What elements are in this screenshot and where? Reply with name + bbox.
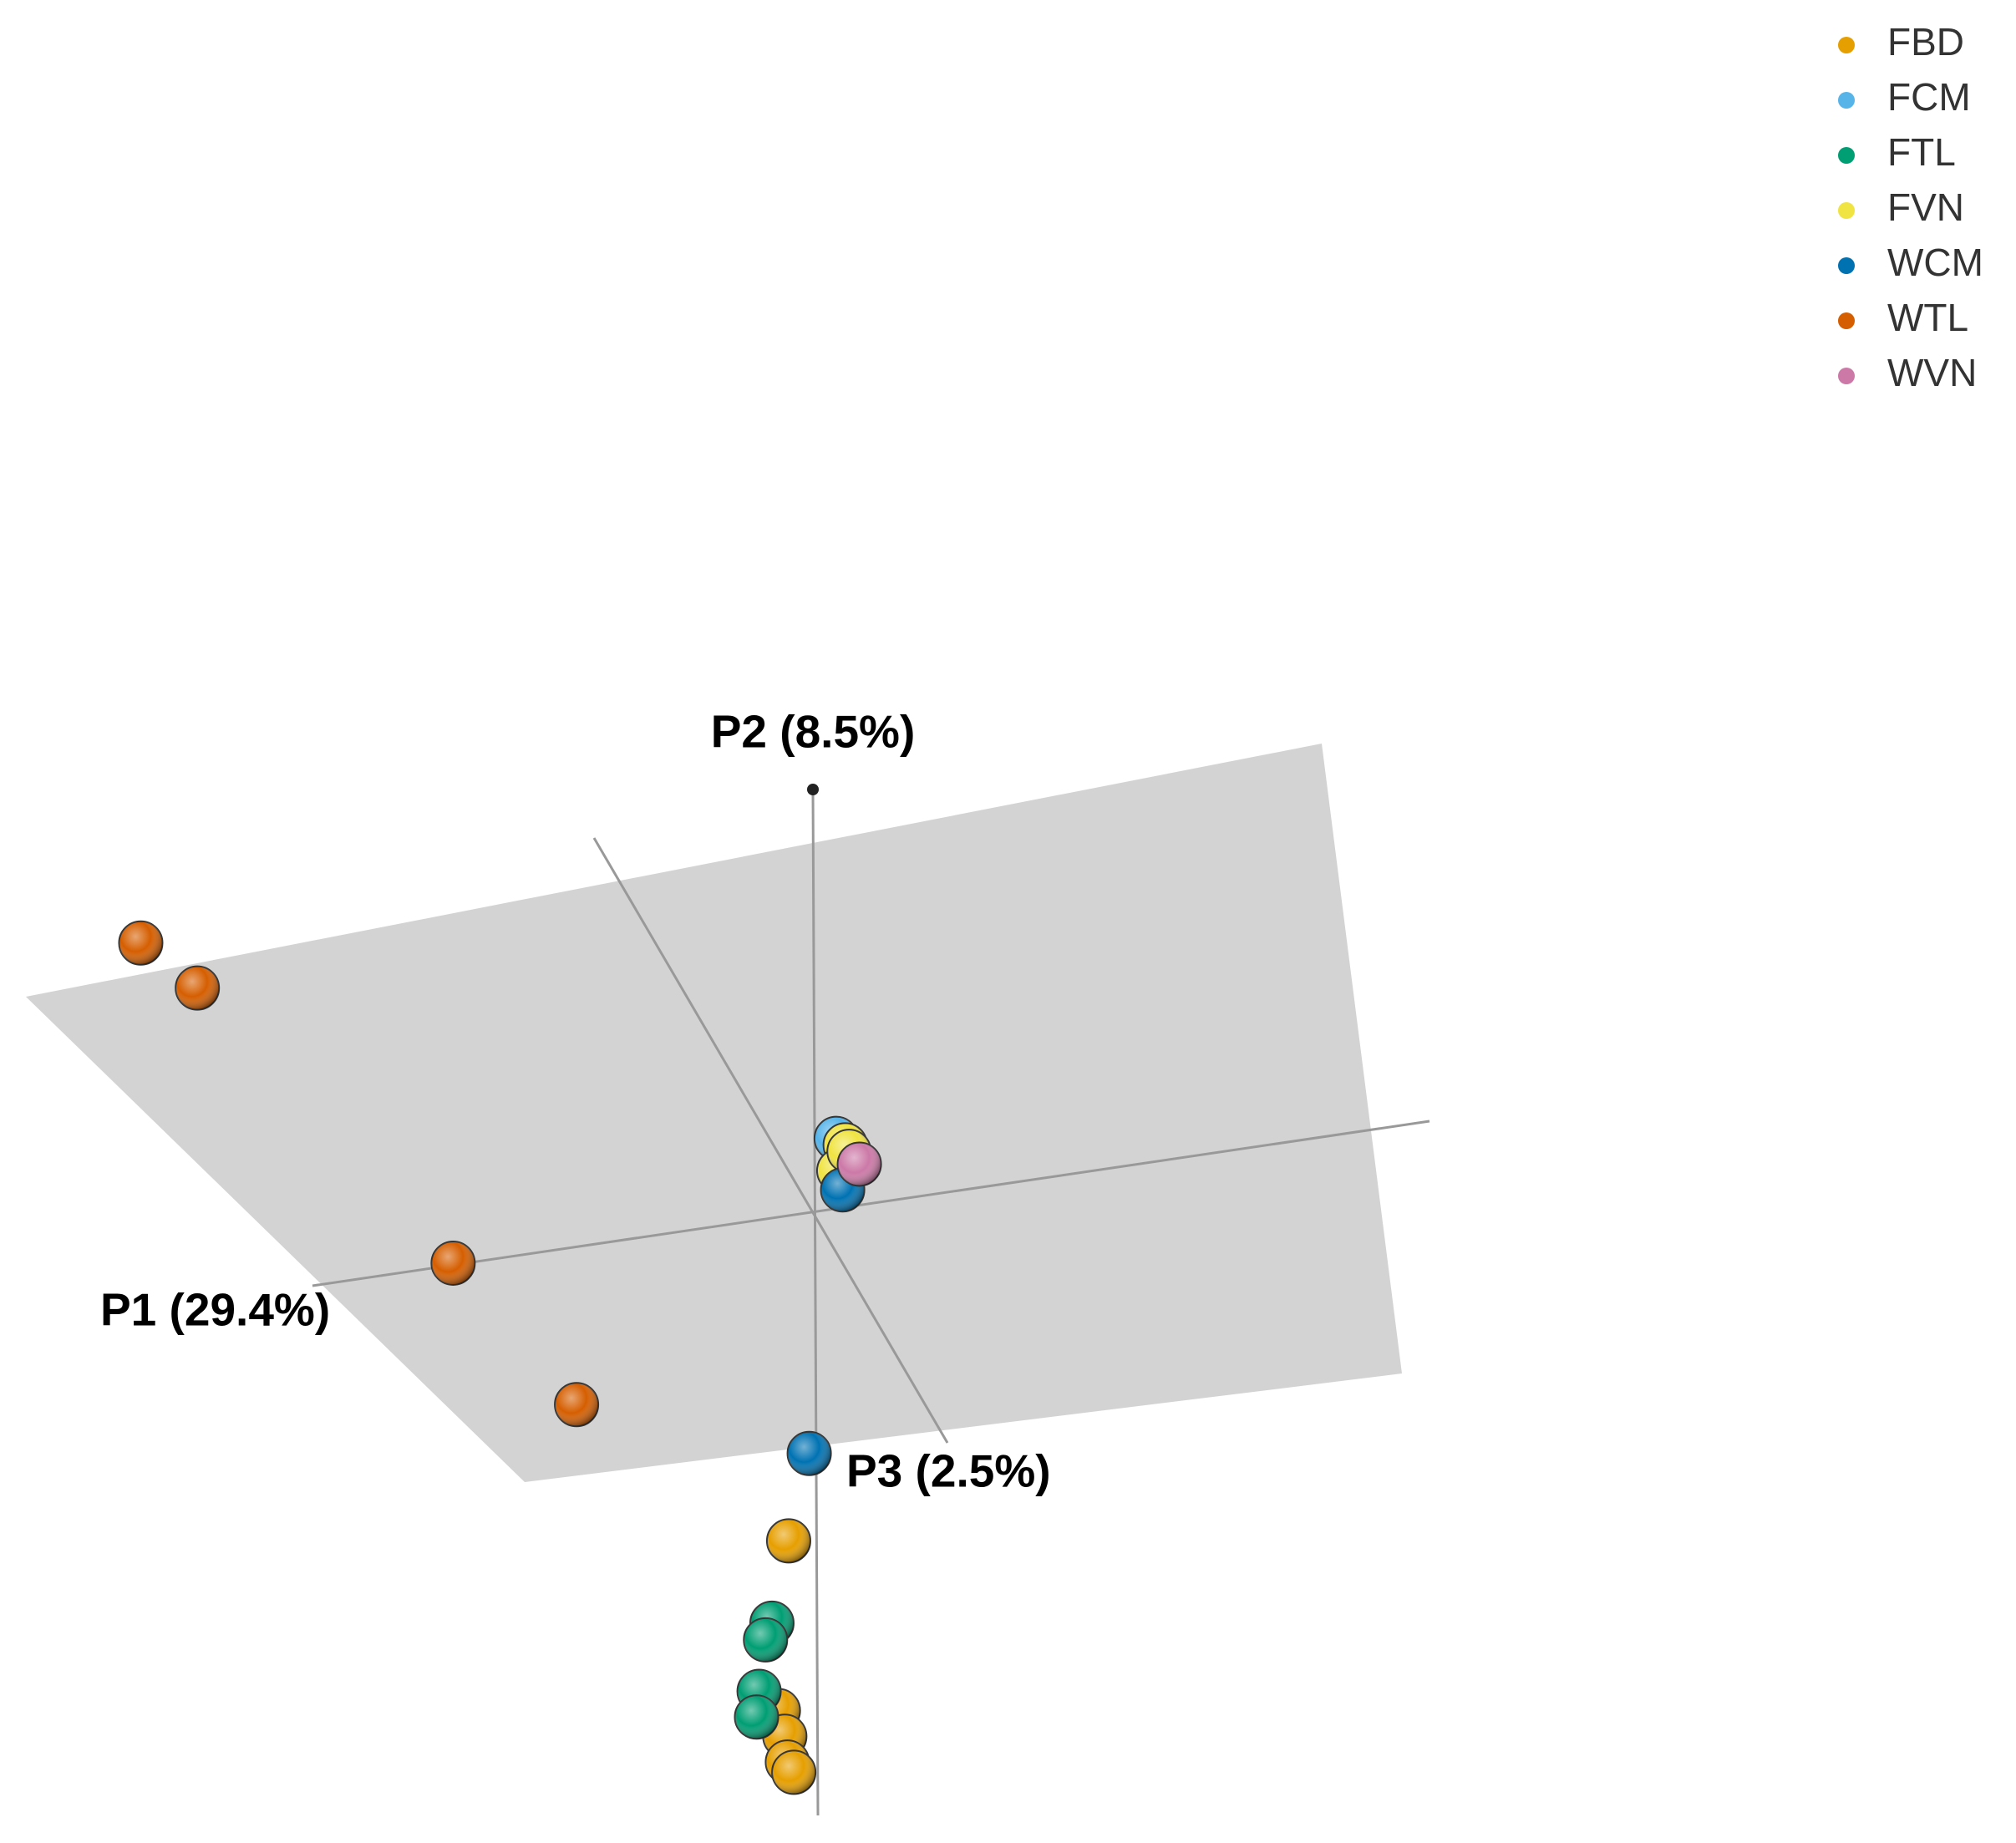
legend: FBD FCM FTL FVN WCM WTL WVN <box>1838 20 1983 394</box>
legend-label: WCM <box>1887 241 1983 284</box>
point-shade <box>744 1617 788 1662</box>
p1-axis <box>312 1120 1430 1287</box>
legend-label: WTL <box>1887 296 1968 339</box>
legend-label: FVN <box>1887 185 1964 229</box>
legend-marker <box>1838 202 1855 219</box>
y-axis-title: P2 (8.5%) <box>711 706 916 758</box>
point-shade <box>175 966 220 1010</box>
legend-marker <box>1838 37 1855 53</box>
legend-marker <box>1838 92 1855 109</box>
legend-label: FTL <box>1887 130 1956 174</box>
axis-tip <box>807 784 819 795</box>
legend-label: FCM <box>1887 75 1971 119</box>
point-shade <box>555 1383 599 1427</box>
legend-marker <box>1838 147 1855 164</box>
legend-label: WVN <box>1887 351 1977 394</box>
legend-marker <box>1838 312 1855 329</box>
point-shade <box>837 1142 881 1186</box>
points <box>118 920 882 1795</box>
point-shade <box>734 1695 779 1739</box>
point-shade <box>766 1519 810 1563</box>
point-shade <box>119 921 163 965</box>
point-shade <box>787 1431 831 1475</box>
x-axis-title: P1 (29.4%) <box>100 1284 330 1336</box>
legend-marker <box>1838 257 1855 274</box>
point-shade <box>772 1750 816 1795</box>
plane <box>26 744 1402 1482</box>
legend-marker <box>1838 368 1855 384</box>
point-shade <box>431 1241 475 1285</box>
z-axis-title: P3 (2.5%) <box>846 1445 1051 1497</box>
p2-axis <box>811 789 820 1816</box>
p3-axis <box>592 837 949 1444</box>
legend-label: FBD <box>1887 20 1964 63</box>
